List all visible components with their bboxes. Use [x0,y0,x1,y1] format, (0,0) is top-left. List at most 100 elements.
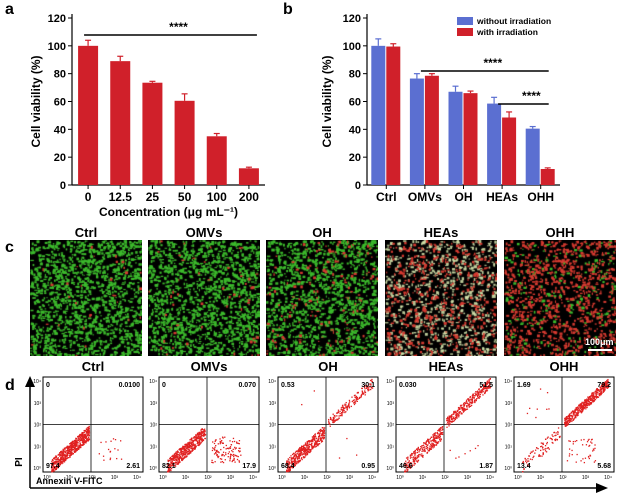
flow-event-cloud [167,428,242,473]
chart-a-x-tick-label: 100 [207,190,227,204]
chart-b-bar [525,128,540,185]
chart-a-y-tick-label: 0 [60,180,66,192]
flow-x-tick-label: 10¹ [301,475,309,481]
chart-b-y-tick-label: 60 [349,97,361,109]
micrograph-image [266,240,378,356]
flow-quadrant-value-lr: 1.87 [479,463,493,470]
flow-plot-title: OH [318,359,338,374]
flow-y-tick-label: 10⁰ [33,466,41,472]
flow-plot-title: Ctrl [82,359,104,374]
flow-quadrant-value-ll: 13.4 [517,463,531,470]
chart-b-y-label: Cell viability (%) [320,55,334,147]
flow-x-label: Annexin V-FITC [36,476,103,486]
chart-b-y-tick-label: 20 [349,152,361,164]
flow-y-tick-label: 10² [505,423,513,429]
micrograph-image [30,240,142,356]
chart-b-bar [424,75,439,185]
chart-b-y-tick-label: 0 [355,180,361,192]
chart-b-bar [463,93,478,185]
chart-b-x-tick-label: HEAs [486,190,518,204]
chart-b-bar [409,78,424,185]
chart-b-significance-label: **** [483,56,502,70]
flow-x-tick-label: 10² [204,475,212,481]
flow-quadrant-value-ll: 68.4 [281,463,295,470]
flow-quadrant-value-ul: 0.53 [281,382,295,389]
scale-bar [588,349,612,351]
flow-y-tick-label: 10⁴ [33,379,41,385]
scale-bar-label: 100μm [585,337,614,347]
legend-label: without irradiation [476,16,551,26]
flow-x-tick-label: 10² [88,475,96,481]
flow-y-tick-label: 10¹ [34,444,42,450]
flow-y-tick-label: 10⁴ [149,379,157,385]
flow-x-tick-label: 10² [559,475,567,481]
chart-b-significance-label: **** [522,89,541,103]
flow-y-tick-label: 10⁴ [386,379,394,385]
chart-b-x-tick-label: OHH [527,190,554,204]
flow-y-tick-label: 10³ [505,401,513,407]
panel-label-a: a [5,1,14,18]
flow-quadrant-value-ul: 0 [162,382,166,389]
flow-x-tick-label: 10⁴ [486,475,494,481]
panel-label-d: d [5,377,15,394]
flow-y-tick-label: 10⁰ [386,466,394,472]
flow-y-tick-label: 10⁰ [504,466,512,472]
flow-x-tick-label: 10⁴ [133,475,141,481]
flow-x-tick-label: 10¹ [537,475,545,481]
flow-y-tick-label: 10⁰ [268,466,276,472]
chart-b-x-tick-label: OH [455,190,473,204]
flow-quadrant-value-ul: 0 [46,382,50,389]
flow-event-cloud [286,378,374,473]
chart-a-bar [110,61,131,186]
micrograph-title: OHH [546,225,575,240]
chart-b-x-tick-label: Ctrl [376,190,397,204]
chart-a-y-tick-label: 40 [54,124,66,136]
flow-x-tick-label: 10¹ [182,475,190,481]
flow-x-tick-label: 10³ [227,475,235,481]
chart-b-bar [371,45,386,186]
flow-y-tick-label: 10³ [150,401,158,407]
flow-x-tick-label: 10¹ [66,475,74,481]
flow-quadrant-value-ur: 79.2 [597,382,611,389]
chart-a-y-tick-label: 80 [54,69,66,81]
chart-a-bar [238,168,259,185]
chart-b-bar [386,46,401,185]
panel-label-b: b [283,1,293,18]
chart-a-significance-label: **** [169,20,188,34]
legend-swatch [457,17,473,25]
chart-a-x-tick-label: 200 [239,190,259,204]
flow-y-tick-label: 10² [150,423,158,429]
flow-quadrant-value-ur: 51.5 [479,382,493,389]
flow-quadrant-value-ul: 1.69 [517,382,531,389]
chart-a-bar [174,100,195,185]
legend-swatch [457,28,473,36]
flow-plot-title: HEAs [429,359,464,374]
flow-y-tick-label: 10¹ [269,444,277,450]
flow-y-label: PI [14,457,25,467]
legend-label: with irradiation [476,27,538,37]
chart-b-y-tick-label: 40 [349,124,361,136]
flow-event-cloud [51,425,123,473]
flow-quadrant-value-lr: 5.68 [597,463,611,470]
chart-a-x-tick-label: 12.5 [109,190,133,204]
chart-b-bar [487,103,502,185]
chart-a-y-tick-label: 120 [48,13,66,25]
micrograph-image [504,240,616,356]
flow-x-tick-label: 10² [323,475,331,481]
flow-y-tick-label: 10¹ [505,444,513,450]
chart-b-y-tick-label: 100 [343,41,361,53]
flow-quadrant-value-lr: 2.61 [126,463,140,470]
flow-y-tick-label: 10³ [387,401,395,407]
flow-x-tick-label: 10³ [582,475,590,481]
micrograph-title: HEAs [424,225,459,240]
flow-y-tick-label: 10³ [269,401,277,407]
chart-a-bar [142,82,163,185]
flow-quadrant-value-ur: 0.0100 [119,382,141,389]
flow-y-tick-label: 10⁴ [504,379,512,385]
chart-a-x-tick-label: 50 [178,190,192,204]
micrograph-title: OMVs [186,225,223,240]
flow-y-tick-label: 10² [387,423,395,429]
flow-x-tick-label: 10⁴ [604,475,612,481]
flow-x-tick-label: 10⁰ [43,475,51,481]
flow-x-tick-label: 10⁴ [249,475,257,481]
